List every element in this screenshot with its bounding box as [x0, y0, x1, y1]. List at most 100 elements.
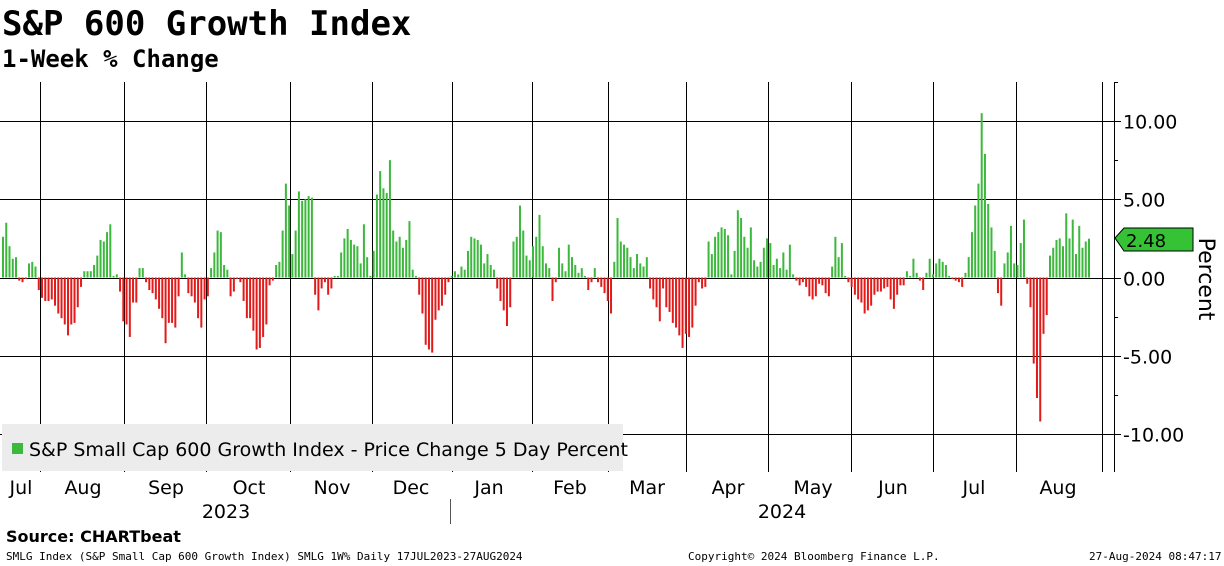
data-bar [392, 230, 395, 278]
x-month-label: May [793, 477, 832, 499]
data-bar [580, 268, 583, 278]
x-month-label: Dec [393, 477, 430, 499]
x-month-label: Mar [629, 477, 665, 499]
data-bar [1058, 238, 1061, 278]
data-bar [210, 268, 213, 278]
data-bar [753, 260, 756, 278]
data-bar [1032, 277, 1035, 364]
data-bar [288, 205, 291, 278]
data-bar [47, 277, 50, 301]
data-bar [701, 277, 704, 289]
data-bar [558, 247, 561, 278]
data-bar [353, 244, 356, 278]
data-bar [847, 277, 850, 283]
data-bar [993, 250, 996, 278]
data-bar [766, 238, 769, 278]
data-bar [779, 268, 782, 278]
data-bar [837, 257, 840, 278]
data-bar [89, 271, 92, 278]
data-bar [28, 263, 31, 278]
data-bar [759, 261, 762, 278]
data-bar [320, 277, 323, 289]
data-bar [226, 269, 229, 278]
data-bar [115, 274, 118, 278]
x-year-label: 2023 [202, 501, 250, 523]
chart-title: S&P 600 Growth Index [2, 4, 412, 44]
data-bar [44, 277, 47, 301]
data-bar [762, 247, 765, 278]
data-bar [730, 274, 733, 278]
chart-subtitle: 1-Week % Change [2, 45, 219, 73]
data-bar [691, 277, 694, 328]
data-bar [795, 277, 798, 281]
data-bar [610, 277, 613, 314]
data-bar [492, 269, 495, 278]
data-bar [597, 277, 600, 283]
data-bar [623, 244, 626, 278]
data-bar [522, 230, 525, 278]
data-bar [1081, 247, 1084, 278]
data-bar [655, 277, 658, 308]
data-bar [1016, 264, 1019, 278]
data-bar [772, 264, 775, 278]
data-bar [684, 277, 687, 334]
data-bar [421, 277, 424, 314]
data-bar [57, 277, 60, 314]
data-bar [645, 257, 648, 278]
data-bar [905, 271, 908, 278]
data-bar [990, 227, 993, 278]
data-bar [922, 277, 925, 291]
data-bar [788, 244, 791, 278]
data-bar [1055, 239, 1058, 278]
y-tick-label: -5.00 [1123, 347, 1172, 369]
data-bar [616, 218, 619, 278]
data-bar [502, 277, 505, 311]
bar-series [2, 113, 1090, 422]
data-bar [424, 277, 427, 345]
data-bar [593, 268, 596, 278]
data-bar [535, 236, 538, 278]
data-bar [8, 246, 11, 278]
data-bar [190, 277, 193, 297]
x-year-label: 2024 [758, 501, 806, 523]
data-bar [158, 277, 161, 309]
data-bar [167, 277, 170, 323]
data-bar [756, 266, 759, 278]
data-bar [853, 277, 856, 295]
y-tick-label: 5.00 [1123, 190, 1165, 212]
data-bar [873, 277, 876, 295]
data-bar [509, 277, 512, 308]
data-bar [938, 258, 941, 278]
data-bar [34, 266, 37, 278]
data-bar [80, 277, 83, 287]
x-month-label: Jan [473, 477, 503, 499]
data-bar [262, 277, 265, 337]
data-bar [109, 224, 112, 278]
data-bar [83, 271, 86, 278]
data-bar [974, 205, 977, 278]
data-bar [1061, 246, 1064, 278]
data-bar [369, 275, 372, 278]
data-bar [184, 274, 187, 278]
data-bar [928, 258, 931, 278]
data-bar [1003, 263, 1006, 278]
data-bar [271, 277, 274, 281]
data-bar [600, 277, 603, 287]
x-month-label: Feb [553, 477, 587, 499]
data-bar [977, 183, 980, 278]
data-bar [801, 277, 804, 283]
data-bar [275, 264, 278, 278]
data-bar [909, 275, 912, 278]
data-bar [2, 236, 4, 278]
data-bar [174, 277, 177, 328]
data-bar [632, 268, 635, 278]
data-bar [515, 236, 518, 278]
data-bar [375, 194, 378, 278]
data-bar [944, 264, 947, 278]
data-bar [707, 241, 710, 278]
data-bar [41, 277, 44, 298]
data-bar [310, 197, 313, 278]
data-bar [232, 277, 235, 292]
data-bar [86, 271, 89, 278]
